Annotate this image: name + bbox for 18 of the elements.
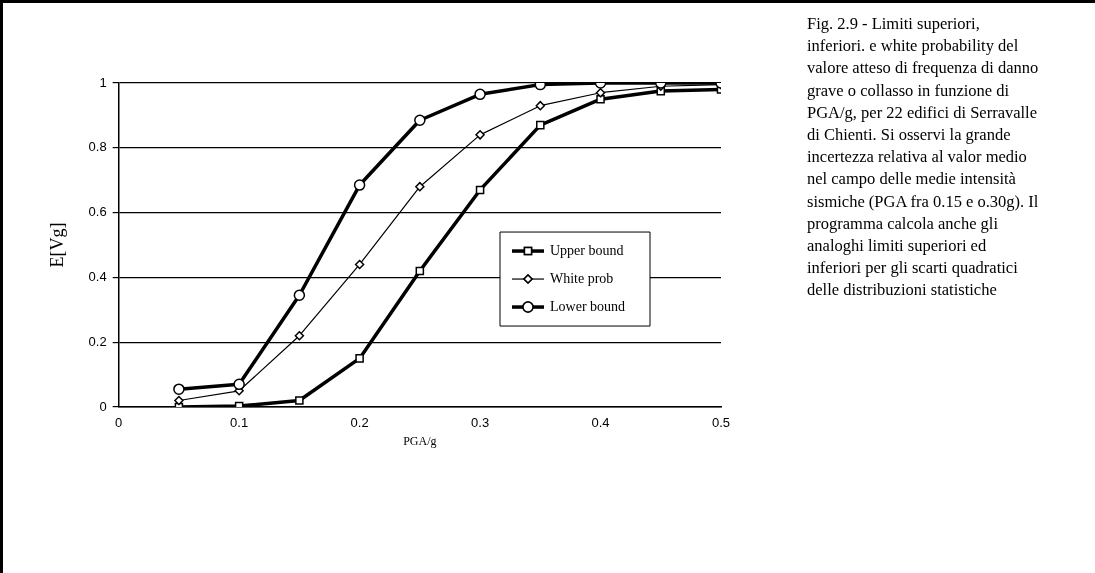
text: Fig. 2.9 - Limiti superiori, inferiori. e white probability del valore atteso di frequenza di danno grave o collasso in funzione di PGA/g, per 22 edifici di Serravalle di Chienti. Si osservi la grande incertezza relativa al valor medio nel campo delle medie intensità sismiche (PGA fra 0.15 e o.30g). Il programma calcola anche gli analoghi limiti superiori ed inferiori per gli scarti quadratici delle distribuzioni statistiche: [807, 14, 1039, 300]
legend-label: Lower bound: [550, 298, 626, 314]
y-tick-label: 0.4: [88, 268, 107, 284]
x-tick-label: 0: [115, 415, 123, 431]
y-axis-title: E[Vg]: [46, 222, 67, 268]
y-tick-label: 0: [99, 398, 107, 414]
x-tick-label: 0.5: [711, 415, 731, 431]
legend-label: Upper bound: [550, 242, 624, 258]
x-tick-label: 0.1: [230, 415, 249, 431]
y-tick-label: 1: [99, 74, 107, 90]
x-tick-label: 0.2: [350, 415, 369, 431]
legend-label: White prob: [550, 270, 614, 286]
y-tick-label: 0.2: [88, 333, 107, 349]
x-tick-label: 0.3: [471, 415, 490, 431]
x-axis-title: PGA/g: [403, 433, 437, 448]
x-tick-label: 0.4: [591, 415, 610, 431]
y-tick-label: 0.8: [88, 139, 107, 155]
y-tick-label: 0.6: [88, 204, 107, 220]
